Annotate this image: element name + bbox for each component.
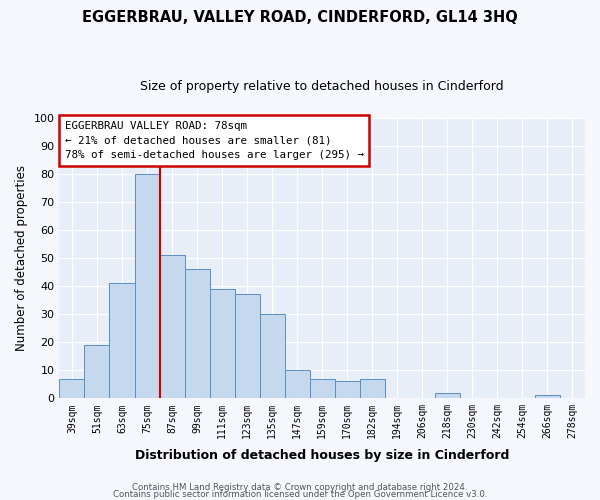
Bar [260,314,284,398]
Bar [185,269,209,398]
Bar [209,289,235,399]
Text: EGGERBRAU, VALLEY ROAD, CINDERFORD, GL14 3HQ: EGGERBRAU, VALLEY ROAD, CINDERFORD, GL14… [82,10,518,25]
X-axis label: Distribution of detached houses by size in Cinderford: Distribution of detached houses by size … [135,450,509,462]
Bar [535,396,560,398]
Bar [134,174,160,398]
Bar [109,284,134,399]
Title: Size of property relative to detached houses in Cinderford: Size of property relative to detached ho… [140,80,504,93]
Text: EGGERBRAU VALLEY ROAD: 78sqm
← 21% of detached houses are smaller (81)
78% of se: EGGERBRAU VALLEY ROAD: 78sqm ← 21% of de… [65,120,364,160]
Y-axis label: Number of detached properties: Number of detached properties [15,165,28,351]
Text: Contains public sector information licensed under the Open Government Licence v3: Contains public sector information licen… [113,490,487,499]
Bar [360,378,385,398]
Bar [435,392,460,398]
Bar [284,370,310,398]
Text: Contains HM Land Registry data © Crown copyright and database right 2024.: Contains HM Land Registry data © Crown c… [132,484,468,492]
Bar [85,345,109,399]
Bar [310,378,335,398]
Bar [235,294,260,399]
Bar [59,378,85,398]
Bar [160,255,185,398]
Bar [335,382,360,398]
